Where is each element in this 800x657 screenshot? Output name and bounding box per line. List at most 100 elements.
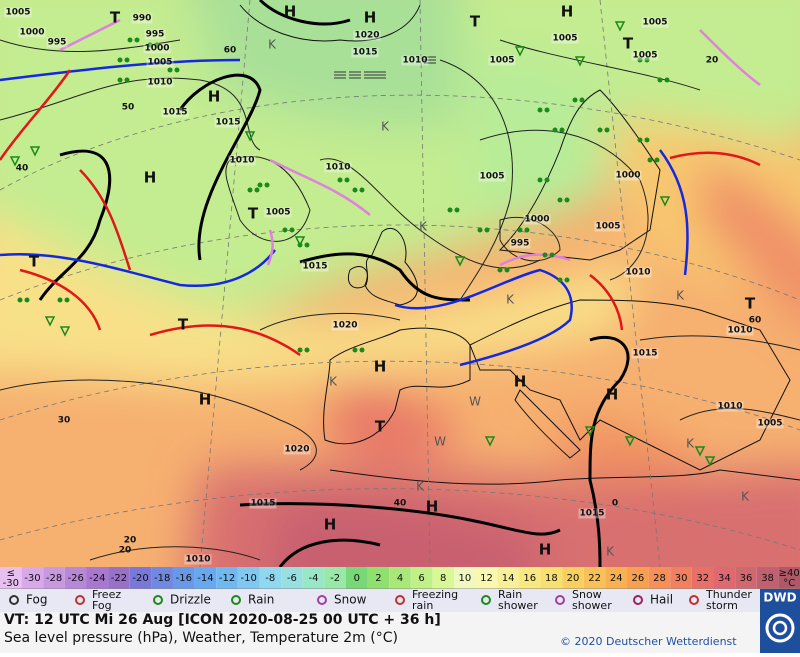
- rain-dot: [167, 67, 173, 73]
- legend-label-line: storm: [706, 599, 738, 612]
- scale-label: 30: [675, 573, 688, 584]
- rain-dot: [447, 207, 453, 213]
- scale-high-unit: °C: [783, 578, 795, 589]
- rain-dot: [497, 267, 503, 273]
- air-mass-marker: K: [329, 375, 338, 389]
- scale-label: -30: [24, 573, 40, 584]
- scale-cell-high: [778, 567, 800, 589]
- scale-cell-low: [0, 567, 22, 589]
- scale-cell: [86, 567, 109, 589]
- isobar-label-bg: [631, 348, 659, 359]
- shower-symbol: [59, 326, 71, 337]
- dwd-logo-swirl-inner: [772, 620, 788, 636]
- air-mass-marker: W: [469, 395, 481, 409]
- rain-dot: [542, 252, 548, 258]
- legend-label-line: shower: [572, 599, 612, 612]
- pressure-center: H: [324, 516, 337, 534]
- scale-label: 32: [696, 573, 709, 584]
- scale-cell: [691, 567, 714, 589]
- legend-icon: [317, 595, 327, 605]
- rain-dot: [644, 137, 650, 143]
- scale-cell: [389, 567, 411, 589]
- rain-dot: [647, 157, 653, 163]
- scale-cell: [194, 567, 217, 589]
- rain-dot: [504, 267, 510, 273]
- scale-label: 26: [631, 573, 644, 584]
- scale-cell: [151, 567, 173, 589]
- pressure-center: T: [745, 295, 756, 313]
- grid-label: 40: [16, 164, 29, 174]
- rain-dot: [124, 77, 130, 83]
- isobar-label: 990: [133, 14, 152, 24]
- rain-dot: [524, 227, 530, 233]
- isobar-label: 1005: [552, 34, 577, 44]
- isobar-label: 1005: [147, 58, 172, 68]
- scale-cell: [648, 567, 671, 589]
- rain-dot: [637, 137, 643, 143]
- scale-cell: [108, 567, 130, 589]
- isobar-label-bg: [283, 444, 311, 455]
- isobar-label-bg: [523, 214, 551, 225]
- rain-dot: [344, 177, 350, 183]
- pressure-center: H: [606, 386, 619, 404]
- scale-label: -6: [287, 573, 297, 584]
- isobar-label-bg: [551, 33, 579, 44]
- scale-label: 36: [740, 573, 753, 584]
- rain-dot: [359, 187, 365, 193]
- scale-cell: [129, 567, 152, 589]
- scale-label: 8: [440, 573, 446, 584]
- scale-cell: [172, 567, 195, 589]
- legend-label-line: Fog: [92, 599, 112, 612]
- scale-label: 14: [502, 573, 515, 584]
- scale-label: -8: [265, 573, 275, 584]
- scale-cell: [562, 567, 584, 589]
- graticule: [0, 0, 800, 567]
- scale-cell: [43, 567, 65, 589]
- isobar-label-bg: [146, 77, 174, 88]
- rain-dot: [654, 157, 660, 163]
- rain-dot: [127, 37, 133, 43]
- pressure-center: T: [470, 13, 481, 31]
- isobar-label: 1010: [325, 163, 350, 173]
- scale-cell: [237, 567, 260, 589]
- scale-low-value: -30: [3, 578, 19, 589]
- legend-label: Freezing rain: [412, 588, 458, 612]
- rain-dot: [282, 227, 288, 233]
- rain-dot: [352, 187, 358, 193]
- scale-cell: [21, 567, 44, 589]
- scale-label: -12: [219, 573, 235, 584]
- pressure-center: T: [110, 9, 121, 27]
- scale-label: 18: [545, 573, 558, 584]
- rain-dot: [597, 127, 603, 133]
- legend-icon: [231, 595, 241, 605]
- grid-label: 60: [224, 46, 237, 56]
- shower-symbol: [44, 316, 56, 327]
- isobar-label: 1010: [727, 326, 752, 336]
- isobar-label: 1000: [615, 171, 640, 181]
- rain-dot: [117, 57, 123, 63]
- scale-label: 0: [354, 573, 360, 584]
- rain-dot: [264, 182, 270, 188]
- rain-dot: [557, 197, 563, 203]
- rain-dot: [552, 127, 558, 133]
- isobar-label: 1000: [524, 215, 549, 225]
- scale-label: 20: [567, 573, 580, 584]
- footer-bg: [0, 612, 760, 653]
- rain-dot: [352, 347, 358, 353]
- isobars-1015: [38, 0, 630, 567]
- scale-label: -2: [330, 573, 340, 584]
- isobar-label-bg: [631, 50, 659, 61]
- isobar-label-bg: [594, 221, 622, 232]
- scale-cell: [583, 567, 606, 589]
- isobar-label: 1000: [19, 28, 44, 38]
- isobar-label: 1015: [579, 509, 604, 519]
- scale-cell: [216, 567, 238, 589]
- shower-symbol: [614, 21, 626, 32]
- legend-icon: [689, 595, 699, 605]
- rain-dot: [579, 97, 585, 103]
- isobar-label-bg: [401, 55, 429, 66]
- air-mass-marker: K: [381, 120, 390, 134]
- air-mass-marker: K: [676, 289, 685, 303]
- air-mass-marker: K: [606, 545, 615, 559]
- isobar-label: 1010: [229, 156, 254, 166]
